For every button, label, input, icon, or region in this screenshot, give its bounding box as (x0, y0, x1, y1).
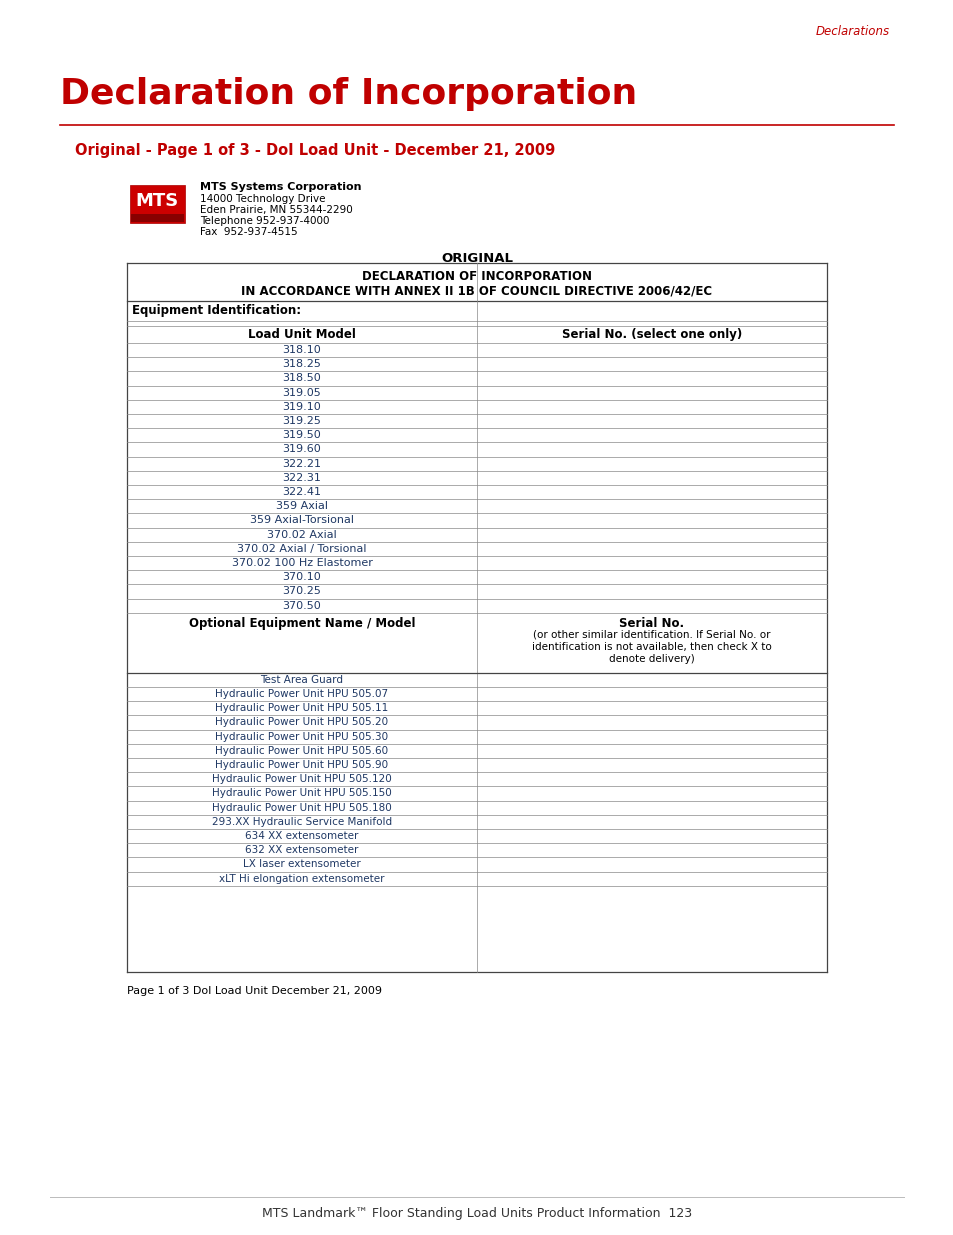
Text: Page 1 of 3 DoI Load Unit December 21, 2009: Page 1 of 3 DoI Load Unit December 21, 2… (127, 986, 381, 995)
Text: 319.50: 319.50 (282, 430, 321, 440)
Text: Test Area Guard: Test Area Guard (260, 674, 343, 684)
Text: 370.02 Axial: 370.02 Axial (267, 530, 336, 540)
Text: Hydraulic Power Unit HPU 505.150: Hydraulic Power Unit HPU 505.150 (212, 788, 392, 798)
Text: 319.05: 319.05 (282, 388, 321, 398)
Text: 14000 Technology Drive: 14000 Technology Drive (200, 194, 325, 204)
Text: 322.31: 322.31 (282, 473, 321, 483)
Text: 318.25: 318.25 (282, 359, 321, 369)
Text: Hydraulic Power Unit HPU 505.90: Hydraulic Power Unit HPU 505.90 (215, 760, 388, 769)
Text: Telephone 952-937-4000: Telephone 952-937-4000 (200, 216, 329, 226)
Text: 322.41: 322.41 (282, 487, 321, 496)
Text: MTS Systems Corporation: MTS Systems Corporation (200, 182, 361, 191)
Text: 359 Axial-Torsional: 359 Axial-Torsional (250, 515, 354, 525)
Text: 293.XX Hydraulic Service Manifold: 293.XX Hydraulic Service Manifold (212, 816, 392, 826)
Text: 370.02 Axial / Torsional: 370.02 Axial / Torsional (237, 543, 366, 553)
Text: 370.50: 370.50 (282, 600, 321, 610)
Text: Hydraulic Power Unit HPU 505.120: Hydraulic Power Unit HPU 505.120 (212, 774, 392, 784)
Text: Original - Page 1 of 3 - DoI Load Unit - December 21, 2009: Original - Page 1 of 3 - DoI Load Unit -… (75, 143, 555, 158)
FancyBboxPatch shape (131, 214, 184, 222)
Text: Hydraulic Power Unit HPU 505.11: Hydraulic Power Unit HPU 505.11 (215, 703, 388, 713)
Text: 319.25: 319.25 (282, 416, 321, 426)
Text: Fax  952-937-4515: Fax 952-937-4515 (200, 227, 297, 237)
Text: 634 XX extensometer: 634 XX extensometer (245, 831, 358, 841)
Text: Equipment Identification:: Equipment Identification: (132, 304, 301, 317)
Text: Hydraulic Power Unit HPU 505.60: Hydraulic Power Unit HPU 505.60 (215, 746, 388, 756)
Text: Hydraulic Power Unit HPU 505.07: Hydraulic Power Unit HPU 505.07 (215, 689, 388, 699)
Text: Hydraulic Power Unit HPU 505.30: Hydraulic Power Unit HPU 505.30 (215, 731, 388, 741)
Text: MTS Landmark™ Floor Standing Load Units Product Information  123: MTS Landmark™ Floor Standing Load Units … (262, 1207, 691, 1220)
Text: Hydraulic Power Unit HPU 505.180: Hydraulic Power Unit HPU 505.180 (212, 803, 392, 813)
Text: Serial No. (select one only): Serial No. (select one only) (561, 329, 741, 341)
Text: 359 Axial: 359 Axial (275, 501, 328, 511)
Text: 319.10: 319.10 (282, 401, 321, 411)
Text: IN ACCORDANCE WITH ANNEX II 1B OF COUNCIL DIRECTIVE 2006/42/EC: IN ACCORDANCE WITH ANNEX II 1B OF COUNCI… (241, 284, 712, 296)
FancyBboxPatch shape (130, 185, 185, 224)
Text: 318.10: 318.10 (282, 345, 321, 354)
Text: Eden Prairie, MN 55344-2290: Eden Prairie, MN 55344-2290 (200, 205, 353, 215)
Text: (or other similar identification. If Serial No. or: (or other similar identification. If Ser… (533, 630, 770, 640)
Text: Declaration of Incorporation: Declaration of Incorporation (60, 77, 637, 111)
Text: denote delivery): denote delivery) (608, 653, 694, 663)
Text: Load Unit Model: Load Unit Model (248, 329, 355, 341)
Text: 632 XX extensometer: 632 XX extensometer (245, 845, 358, 855)
Text: 370.02 100 Hz Elastomer: 370.02 100 Hz Elastomer (232, 558, 372, 568)
Text: Serial No.: Serial No. (618, 616, 684, 630)
Text: 322.21: 322.21 (282, 458, 321, 468)
Text: Hydraulic Power Unit HPU 505.20: Hydraulic Power Unit HPU 505.20 (215, 718, 388, 727)
Text: MTS: MTS (135, 191, 179, 210)
Text: Declarations: Declarations (815, 25, 889, 38)
Text: LX laser extensometer: LX laser extensometer (243, 860, 360, 869)
Text: xLT Hi elongation extensometer: xLT Hi elongation extensometer (219, 873, 384, 883)
Text: 370.10: 370.10 (282, 572, 321, 582)
Text: 318.50: 318.50 (282, 373, 321, 383)
Text: DECLARATION OF INCORPORATION: DECLARATION OF INCORPORATION (361, 270, 592, 283)
Text: identification is not available, then check X to: identification is not available, then ch… (532, 642, 771, 652)
Text: 319.60: 319.60 (282, 445, 321, 454)
Text: ORIGINAL: ORIGINAL (440, 252, 513, 266)
Text: 370.25: 370.25 (282, 587, 321, 597)
Text: Optional Equipment Name / Model: Optional Equipment Name / Model (189, 616, 415, 630)
